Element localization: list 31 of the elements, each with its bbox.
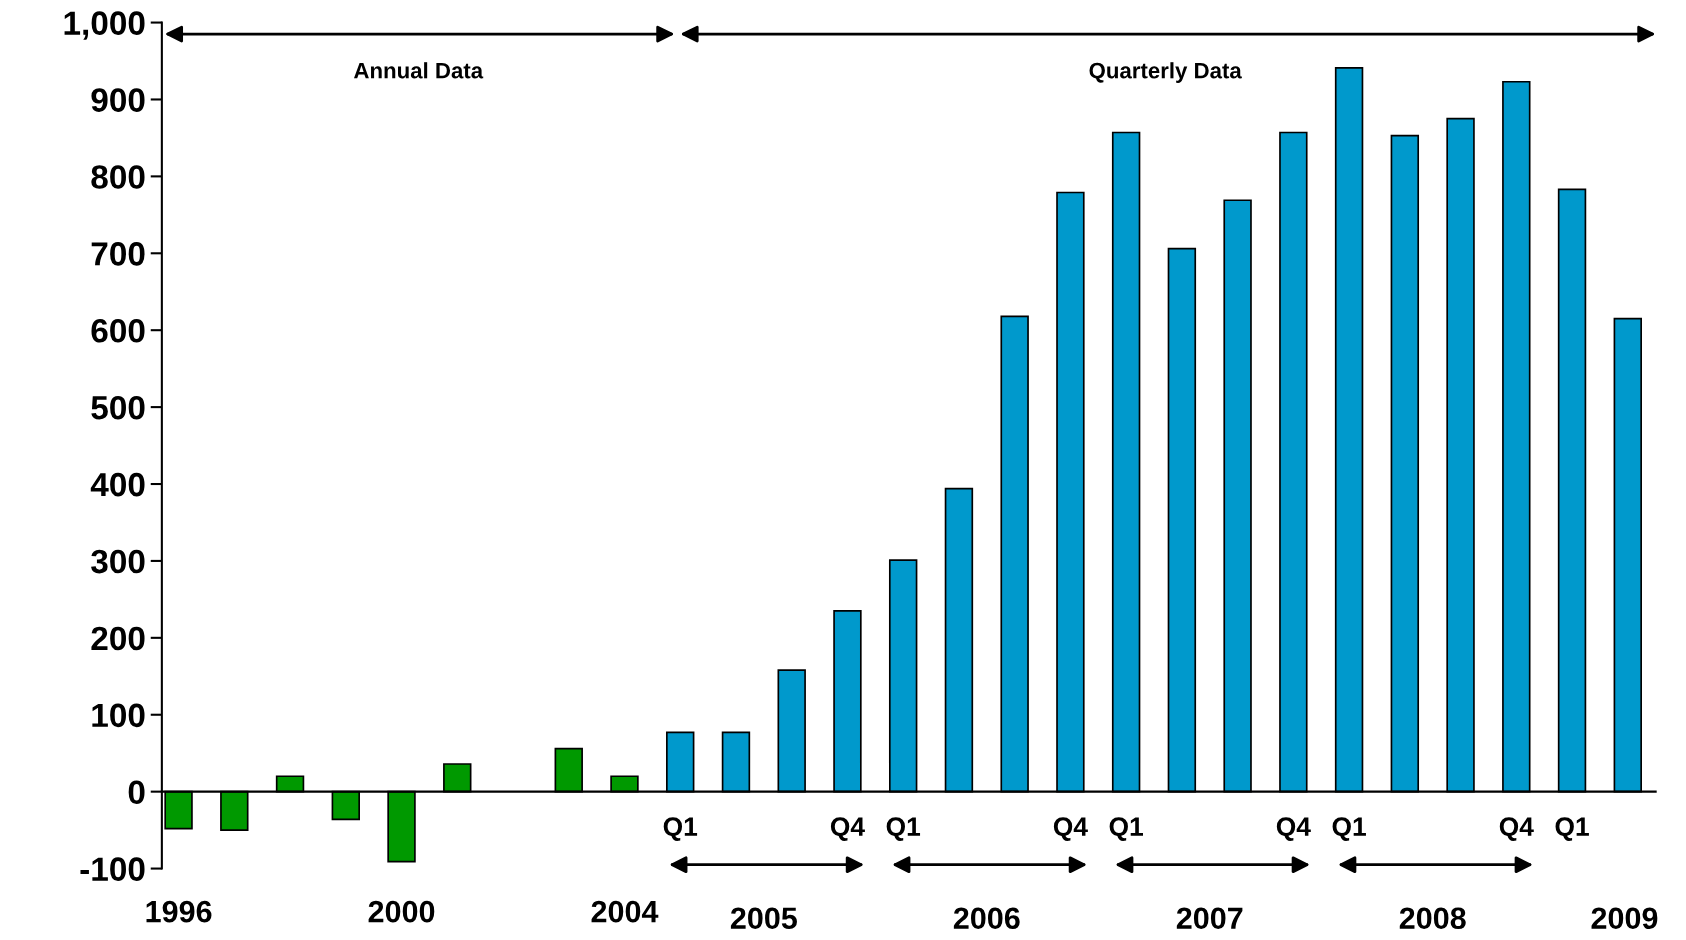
x-tick-label: Q1: [1109, 817, 1143, 841]
y-tick-label: -100: [80, 857, 145, 881]
annotation: Annual Data: [353, 62, 484, 79]
y-tick-label: 600: [91, 319, 145, 343]
y-tick-label: 200: [91, 626, 145, 651]
y-tick-label: 300: [91, 549, 145, 574]
x-tick-label: 2004: [591, 900, 659, 923]
x-tick-label: 2000: [368, 900, 435, 923]
y-tick-label: 0: [128, 780, 145, 805]
x-tick-label: Q4: [1276, 817, 1311, 841]
y-tick-label: 900: [91, 88, 145, 112]
x-tick-label: Q4: [830, 817, 865, 841]
text: 2005: [730, 907, 797, 930]
y-tick-label: 100: [92, 703, 145, 728]
y-tick-label: 500: [91, 395, 145, 420]
x-tick-label: Q4: [1499, 817, 1534, 841]
text: 2008: [1399, 907, 1466, 930]
text: 2006: [953, 907, 1020, 930]
x-tick-label: Q1: [886, 817, 921, 841]
y-tick-label: 400: [90, 472, 145, 497]
y-tick-label: 1,000: [64, 11, 145, 40]
y-tick-label: 800: [91, 165, 145, 189]
x-tick-label: Q4: [1053, 817, 1088, 841]
text: 2009: [1591, 907, 1658, 930]
annotation: Quarterly Data: [1089, 62, 1242, 83]
x-tick-label: Q1: [1332, 817, 1366, 841]
y-tick-label: 700: [91, 242, 145, 266]
x-tick-label: Q1: [1555, 817, 1589, 841]
x-tick-label: 1996: [146, 900, 212, 923]
x-tick-label: Q1: [663, 817, 698, 841]
text: 2007: [1176, 907, 1243, 930]
